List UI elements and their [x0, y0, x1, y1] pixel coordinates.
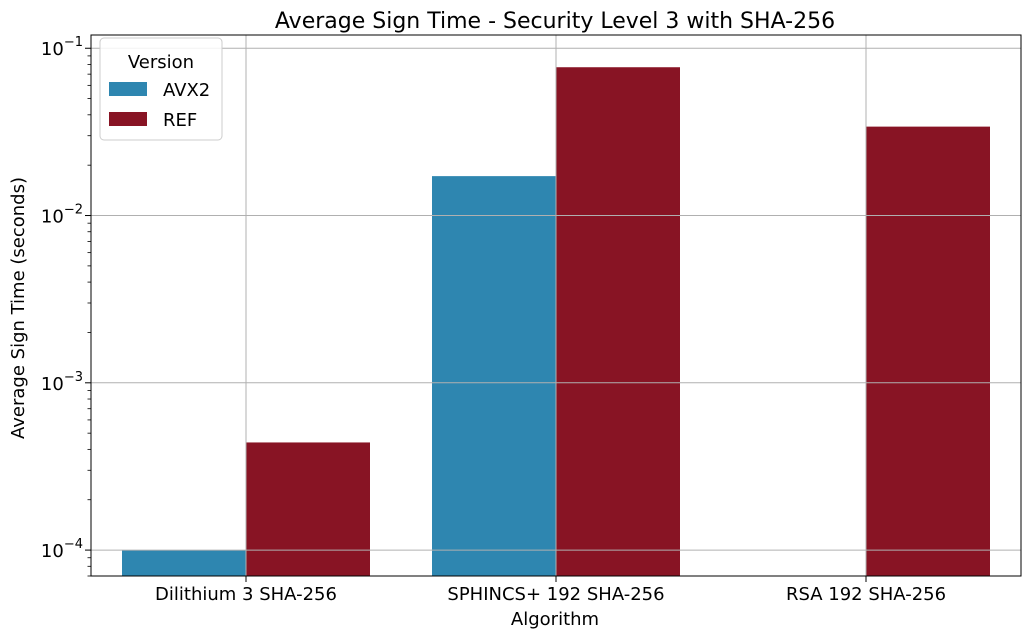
- y-tick-label-2: 10−2: [41, 203, 83, 228]
- bar-avx2-0: [122, 550, 246, 576]
- y-axis-label: Average Sign Time (seconds): [8, 177, 29, 439]
- y-tick-label-3: 10−1: [41, 35, 83, 60]
- legend-label-ref: REF: [163, 110, 197, 131]
- x-tick-label-2: RSA 192 SHA-256: [786, 584, 946, 605]
- x-tick-label-0: Dilithium 3 SHA-256: [155, 584, 337, 605]
- legend-swatch-ref: [109, 112, 147, 126]
- legend-title: Version: [128, 52, 194, 73]
- x-axis-label: Algorithm: [511, 609, 599, 630]
- bar-ref-1: [556, 67, 680, 576]
- chart-title: Average Sign Time - Security Level 3 wit…: [275, 9, 835, 34]
- legend: Version AVX2 REF: [99, 37, 223, 141]
- legend-swatch-avx2: [109, 82, 147, 96]
- y-tick-label-1: 10−3: [41, 370, 83, 395]
- bar-ref-0: [246, 442, 370, 576]
- y-tick-label-0: 10−4: [41, 537, 83, 562]
- bar-ref-2: [866, 126, 990, 576]
- x-tick-label-1: SPHINCS+ 192 SHA-256: [447, 584, 664, 605]
- bar-avx2-1: [432, 176, 556, 577]
- legend-label-avx2: AVX2: [163, 80, 210, 101]
- plot-area: 10−4 10−3 10−2 10−1 Dilithium 3 SHA-256 SPHIN…: [41, 34, 1022, 605]
